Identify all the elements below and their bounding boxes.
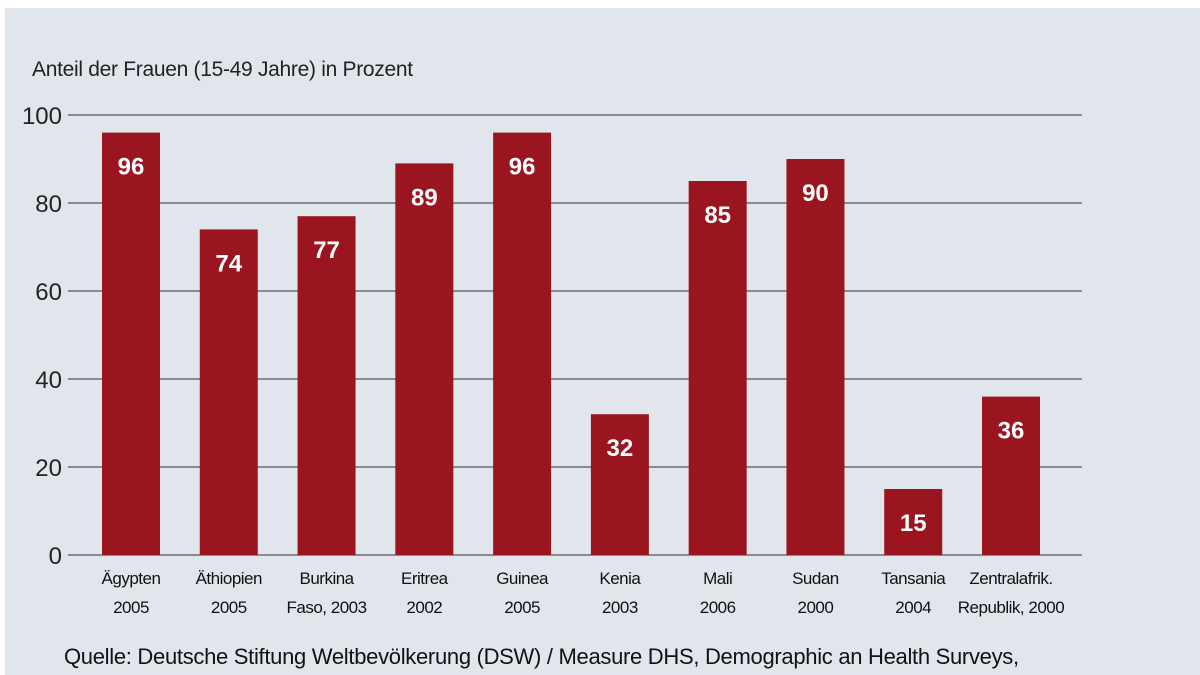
x-tick-label: 2000 — [798, 598, 834, 617]
x-tick-label: 2005 — [211, 598, 247, 617]
x-tick-label: Burkina — [299, 569, 354, 588]
x-tick-label: 2005 — [504, 598, 540, 617]
y-axis-label: Anteil der Frauen (15-49 Jahre) in Proze… — [32, 58, 413, 81]
data-label: 32 — [607, 435, 634, 462]
y-tick-label: 100 — [22, 103, 62, 130]
data-label: 96 — [118, 154, 145, 181]
data-label: 77 — [313, 237, 340, 264]
data-label: 96 — [509, 154, 536, 181]
y-tick-label: 40 — [35, 367, 62, 394]
x-tick-label: 2005 — [113, 598, 149, 617]
bar — [688, 181, 747, 555]
x-tick-label: 2004 — [895, 598, 931, 617]
x-tick-label: Faso, 2003 — [287, 598, 367, 617]
bar — [493, 132, 552, 555]
y-tick-label: 20 — [35, 455, 62, 482]
y-tick-label: 80 — [35, 191, 62, 218]
bar — [884, 489, 943, 555]
x-tick-label: Mali — [703, 569, 732, 588]
data-label: 89 — [411, 184, 438, 211]
bar — [590, 414, 649, 555]
bar — [297, 216, 356, 555]
bar — [199, 229, 258, 555]
x-tick-label: Ägypten — [102, 569, 161, 588]
source-note: Quelle: Deutsche Stiftung Weltbevölkerun… — [64, 644, 1019, 669]
x-tick-label: Zentralafrik. — [969, 569, 1052, 588]
data-label: 36 — [998, 418, 1025, 445]
x-tick-label: Äthiopien — [196, 569, 262, 588]
x-tick-label: 2003 — [602, 598, 638, 617]
x-tick-label: 2006 — [700, 598, 736, 617]
x-tick-label: Sudan — [792, 569, 839, 588]
y-tick-label: 0 — [49, 543, 62, 570]
bar — [786, 159, 845, 555]
x-tick-label: Eritrea — [401, 569, 449, 588]
x-tick-label: Guinea — [496, 569, 549, 588]
x-tick-label: Republik, 2000 — [958, 598, 1064, 617]
bar — [982, 396, 1040, 555]
x-tick-label: Tansania — [881, 569, 946, 588]
bar — [395, 163, 454, 555]
data-label: 85 — [704, 202, 731, 229]
data-label: 15 — [900, 510, 927, 537]
y-tick-label: 60 — [35, 279, 62, 306]
data-label: 90 — [802, 180, 829, 207]
data-label: 74 — [215, 250, 242, 277]
bar — [102, 132, 160, 555]
x-tick-label: 2002 — [406, 598, 442, 617]
x-tick-label: Kenia — [599, 569, 641, 588]
